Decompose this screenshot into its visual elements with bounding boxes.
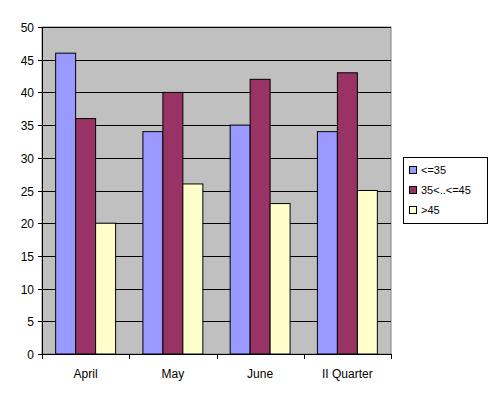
y-tick-label: 25 [21,185,35,199]
grid-line [42,60,391,61]
y-tick-label: 50 [21,21,35,35]
legend-swatch [410,207,417,214]
legend-label: >45 [421,204,440,216]
bar [357,191,377,355]
chart-container: 0 5 10 15 20 25 30 35 40 45 50 April May June II Quart… [0,0,492,400]
y-tick [38,158,42,159]
legend-swatch [410,187,417,194]
y-tick [38,191,42,192]
bar [230,125,250,354]
y-tick [38,92,42,93]
bar [163,92,183,354]
y-tick [38,125,42,126]
y-axis [42,27,43,354]
y-tick [38,256,42,257]
x-tick [42,354,43,359]
y-tick-label: 20 [21,217,35,231]
bar [270,204,290,354]
y-tick-label: 30 [21,152,35,166]
bar [183,184,203,354]
y-tick-label: 45 [21,54,35,68]
y-tick [38,60,42,61]
bar [317,132,337,354]
bar [56,53,76,354]
y-tick-label: 40 [21,86,35,100]
grid-line [42,354,391,355]
x-tick-label: May [162,367,185,381]
legend-swatch [410,167,417,174]
y-tick-label: 15 [21,250,35,264]
plot-area [42,27,391,354]
x-tick-label: II Quarter [322,367,373,381]
grid-line [42,27,391,28]
legend-label: <=35 [421,164,446,176]
x-tick [217,354,218,359]
y-tick [38,27,42,28]
y-tick-label: 0 [27,348,34,362]
legend-label: 35<..<=45 [421,184,471,196]
x-axis [42,354,391,355]
x-tick [129,354,130,359]
bar [143,132,163,354]
y-tick [38,289,42,290]
legend [404,158,488,224]
y-tick-label: 35 [21,119,35,133]
chart-svg: 0 5 10 15 20 25 30 35 40 45 50 April May June II Quart… [0,0,492,400]
y-tick [38,223,42,224]
y-tick [38,354,42,355]
bar [337,73,357,354]
bar [250,79,270,354]
bar [76,119,96,354]
x-tick [391,354,392,359]
y-tick-label: 10 [21,283,35,297]
y-tick [38,321,42,322]
y-tick-label: 5 [27,315,34,329]
bar [96,223,116,354]
x-tick [304,354,305,359]
x-tick-label: June [247,367,273,381]
bars [56,53,378,354]
x-tick-label: April [74,367,98,381]
